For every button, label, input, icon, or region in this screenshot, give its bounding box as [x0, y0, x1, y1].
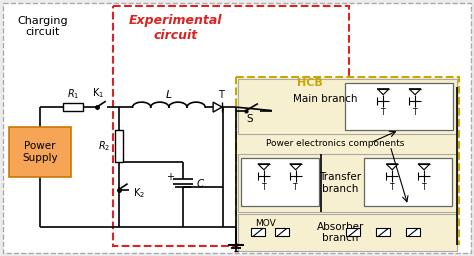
Text: T: T — [390, 183, 394, 192]
Text: T: T — [218, 90, 224, 100]
Text: $L$: $L$ — [165, 88, 173, 100]
Text: S: S — [246, 114, 253, 124]
Text: Power electronics components: Power electronics components — [266, 140, 405, 148]
Text: HCB: HCB — [297, 78, 322, 88]
Bar — [113, 6, 349, 246]
Text: Charging
circuit: Charging circuit — [18, 16, 68, 37]
Text: Absorber
branch: Absorber branch — [317, 222, 364, 243]
Bar — [376, 228, 390, 236]
Polygon shape — [258, 164, 270, 170]
Bar — [238, 214, 457, 251]
Bar — [275, 228, 289, 236]
Text: T: T — [422, 183, 426, 192]
Text: T: T — [413, 108, 417, 117]
Polygon shape — [409, 89, 421, 95]
Text: T: T — [381, 108, 385, 117]
Polygon shape — [290, 164, 301, 170]
Text: Experimental
circuit: Experimental circuit — [128, 14, 222, 42]
Bar — [251, 228, 265, 236]
Text: $R_1$: $R_1$ — [67, 87, 79, 101]
Bar — [365, 158, 452, 206]
Bar — [406, 228, 420, 236]
Text: K$_1$: K$_1$ — [91, 86, 104, 100]
Bar — [238, 79, 457, 134]
Text: $C$: $C$ — [196, 177, 205, 189]
Bar — [346, 228, 360, 236]
Text: $R_2$: $R_2$ — [99, 139, 111, 153]
Bar — [238, 154, 457, 211]
Text: T: T — [293, 183, 298, 192]
Bar — [63, 103, 83, 111]
Text: MOV: MOV — [255, 219, 276, 228]
Bar — [236, 77, 459, 244]
Bar — [346, 83, 453, 130]
Text: +: + — [166, 172, 174, 182]
Text: Transfer
branch: Transfer branch — [319, 172, 362, 194]
Text: Main branch: Main branch — [293, 94, 358, 104]
Text: Power
Supply: Power Supply — [22, 141, 58, 163]
Bar — [9, 127, 71, 177]
Bar — [115, 130, 123, 162]
Polygon shape — [213, 102, 222, 112]
Polygon shape — [386, 164, 398, 170]
Text: T: T — [262, 183, 266, 192]
Polygon shape — [377, 89, 389, 95]
Bar — [241, 158, 319, 206]
Polygon shape — [418, 164, 430, 170]
Text: K$_2$: K$_2$ — [133, 186, 145, 199]
